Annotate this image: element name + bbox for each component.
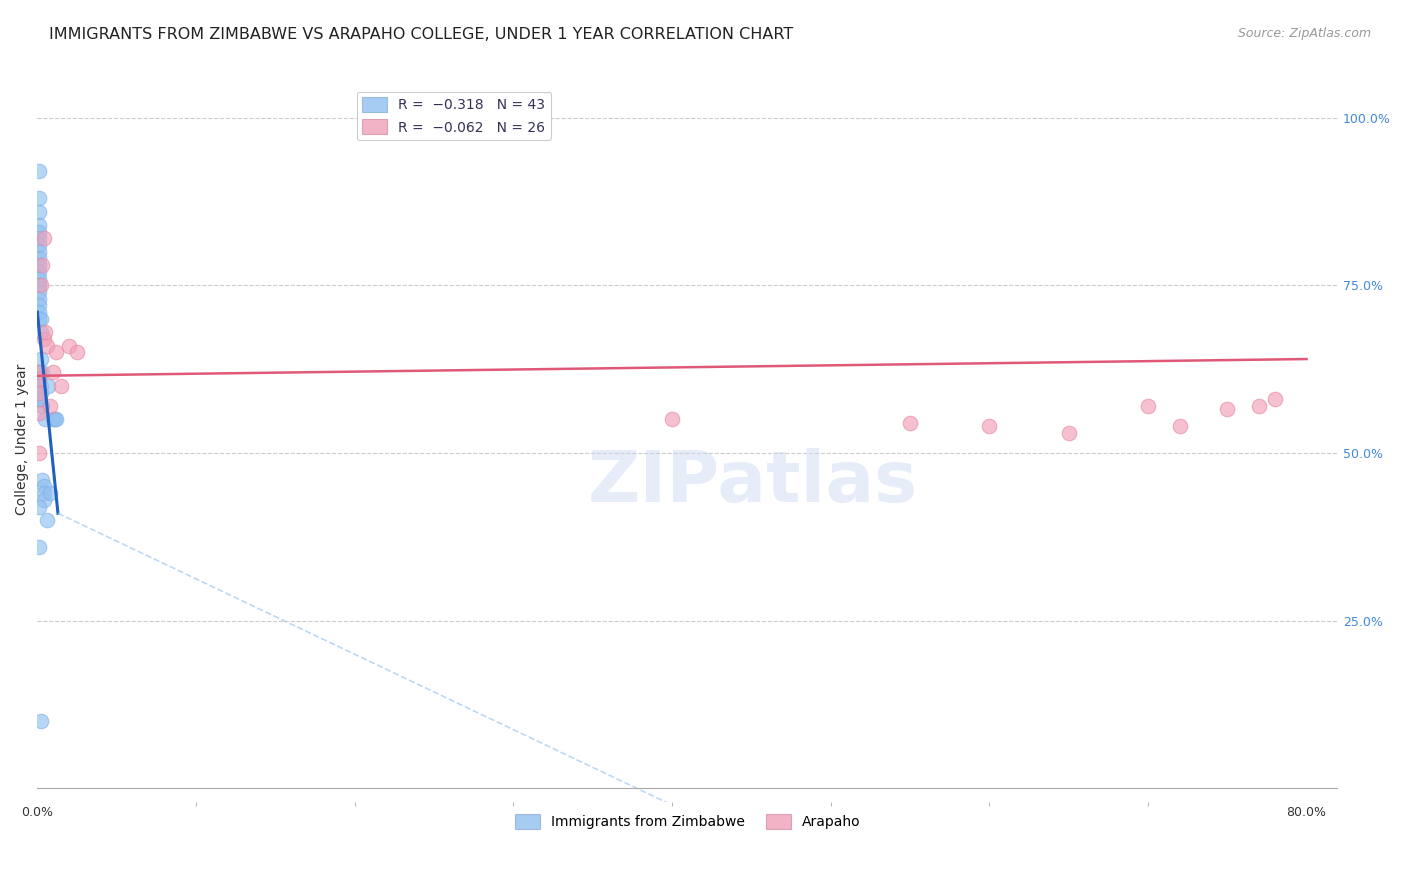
Point bbox=[28, 265, 51, 279]
Text: ZIPatlas: ZIPatlas bbox=[588, 449, 918, 517]
Point bbox=[28, 406, 51, 420]
Point bbox=[28, 372, 51, 386]
Point bbox=[30, 325, 52, 339]
Point bbox=[28, 292, 51, 306]
Point bbox=[28, 231, 51, 245]
Point bbox=[28, 278, 51, 293]
Point bbox=[30, 278, 52, 293]
Point bbox=[28, 298, 51, 312]
Point bbox=[35, 338, 58, 352]
Text: Source: ZipAtlas.com: Source: ZipAtlas.com bbox=[1237, 27, 1371, 40]
Point bbox=[28, 285, 51, 299]
Point bbox=[30, 385, 52, 400]
Point bbox=[45, 345, 67, 359]
Point bbox=[28, 238, 51, 252]
Point bbox=[28, 446, 51, 460]
Point bbox=[58, 338, 80, 352]
Point bbox=[37, 379, 59, 393]
Point bbox=[28, 366, 51, 380]
Point bbox=[32, 231, 55, 245]
Point bbox=[28, 385, 51, 400]
Point bbox=[661, 412, 683, 426]
Point bbox=[1216, 402, 1239, 417]
Point bbox=[45, 412, 67, 426]
Point bbox=[28, 392, 51, 407]
Point bbox=[1264, 392, 1286, 407]
Point bbox=[39, 399, 62, 413]
Point bbox=[31, 473, 53, 487]
Point bbox=[31, 366, 53, 380]
Point bbox=[30, 714, 52, 728]
Point bbox=[28, 191, 51, 205]
Point bbox=[34, 325, 56, 339]
Point bbox=[28, 392, 51, 407]
Point bbox=[28, 164, 51, 178]
Point bbox=[28, 366, 51, 380]
Point bbox=[898, 416, 921, 430]
Point bbox=[30, 352, 52, 367]
Point bbox=[44, 412, 66, 426]
Point bbox=[28, 218, 51, 232]
Point bbox=[35, 513, 58, 527]
Point bbox=[32, 479, 55, 493]
Point bbox=[34, 412, 56, 426]
Text: IMMIGRANTS FROM ZIMBABWE VS ARAPAHO COLLEGE, UNDER 1 YEAR CORRELATION CHART: IMMIGRANTS FROM ZIMBABWE VS ARAPAHO COLL… bbox=[49, 27, 793, 42]
Point bbox=[42, 366, 65, 380]
Point bbox=[32, 492, 55, 507]
Point bbox=[28, 252, 51, 266]
Point bbox=[28, 500, 51, 514]
Point bbox=[28, 258, 51, 272]
Point bbox=[28, 271, 51, 285]
Point bbox=[1168, 419, 1191, 434]
Point bbox=[1247, 399, 1270, 413]
Point bbox=[30, 379, 52, 393]
Point bbox=[66, 345, 89, 359]
Point bbox=[31, 399, 53, 413]
Point bbox=[30, 311, 52, 326]
Point bbox=[1057, 425, 1080, 440]
Point bbox=[42, 412, 65, 426]
Point bbox=[49, 379, 72, 393]
Point bbox=[28, 244, 51, 259]
Point bbox=[39, 486, 62, 500]
Point bbox=[28, 225, 51, 239]
Point bbox=[31, 258, 53, 272]
Point bbox=[28, 372, 51, 386]
Point bbox=[32, 486, 55, 500]
Y-axis label: College, Under 1 year: College, Under 1 year bbox=[15, 364, 30, 516]
Point bbox=[1136, 399, 1159, 413]
Point bbox=[979, 419, 1001, 434]
Point bbox=[28, 311, 51, 326]
Point bbox=[28, 305, 51, 319]
Point bbox=[28, 204, 51, 219]
Point bbox=[28, 540, 51, 554]
Point bbox=[32, 332, 55, 346]
Legend: Immigrants from Zimbabwe, Arapaho: Immigrants from Zimbabwe, Arapaho bbox=[509, 808, 866, 834]
